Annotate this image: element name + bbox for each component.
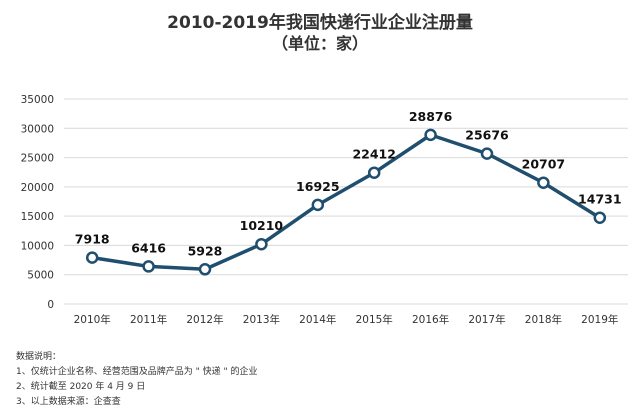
data-label: 14731 — [578, 192, 622, 207]
y-tick-label: 5000 — [27, 270, 54, 282]
data-label: 28876 — [409, 109, 453, 124]
note-item-1: 1、仅统计企业名称、经营范围及品牌产品为 " 快递 " 的企业 — [16, 367, 258, 377]
data-notes: 数据说明： 1、仅统计企业名称、经营范围及品牌产品为 " 快递 " 的企业 2、… — [16, 350, 257, 410]
data-label: 5928 — [188, 243, 223, 258]
data-label: 25676 — [465, 128, 509, 143]
grid-lines — [64, 98, 628, 305]
data-label: 16925 — [296, 179, 340, 194]
data-point — [424, 128, 437, 142]
x-tick-label: 2016年 — [412, 313, 449, 326]
chart-title: 2010-2019年我国快递行业企业注册量 — [167, 13, 473, 33]
data-point — [593, 211, 607, 224]
y-axis-ticks: 0 5000 10000 15000 20000 25000 30000 35000 — [21, 94, 54, 311]
series-line — [90, 133, 602, 272]
chart-subtitle: （单位：家） — [271, 34, 368, 53]
data-point — [480, 147, 494, 160]
y-tick-label: 25000 — [21, 153, 54, 165]
data-label: 20707 — [522, 157, 566, 172]
data-point — [142, 260, 155, 273]
data-label: 22412 — [352, 147, 396, 162]
x-tick-label: 2013年 — [243, 313, 280, 326]
y-tick-label: 30000 — [21, 123, 54, 135]
x-tick-label: 2015年 — [356, 313, 393, 326]
note-item-2: 2、统计截至 2020 年 4 月 9 日 — [16, 382, 146, 392]
data-labels: 7918 6416 5928 10210 16925 22412 28876 25676 207… — [75, 109, 622, 258]
x-axis-ticks: 2010年 2011年 2012年 2013年 2014年 2015年 2016年 2017年… — [74, 313, 619, 326]
y-tick-label: 15000 — [21, 211, 54, 223]
x-tick-label: 2017年 — [468, 313, 505, 326]
x-tick-label: 2019年 — [581, 313, 618, 326]
note-item-3: 3、以上数据来源：企查查 — [16, 397, 121, 407]
data-point — [198, 263, 212, 276]
y-tick-label: 35000 — [21, 94, 54, 106]
x-tick-label: 2010年 — [74, 313, 111, 326]
x-tick-label: 2011年 — [130, 313, 167, 326]
x-tick-label: 2018年 — [525, 313, 562, 326]
notes-heading: 数据说明： — [16, 352, 62, 362]
y-tick-label: 20000 — [21, 182, 54, 194]
x-tick-label: 2012年 — [186, 313, 223, 326]
data-point — [537, 176, 550, 189]
series-line-group — [85, 128, 607, 276]
data-point — [311, 198, 325, 212]
data-label: 10210 — [240, 218, 284, 233]
data-point — [367, 166, 381, 179]
data-label: 6416 — [131, 240, 166, 255]
y-tick-label: 10000 — [21, 240, 54, 252]
data-point — [85, 251, 99, 264]
y-tick-label: 0 — [47, 299, 54, 311]
data-point — [255, 237, 268, 251]
data-label: 7918 — [75, 232, 110, 247]
x-tick-label: 2014年 — [299, 313, 336, 326]
